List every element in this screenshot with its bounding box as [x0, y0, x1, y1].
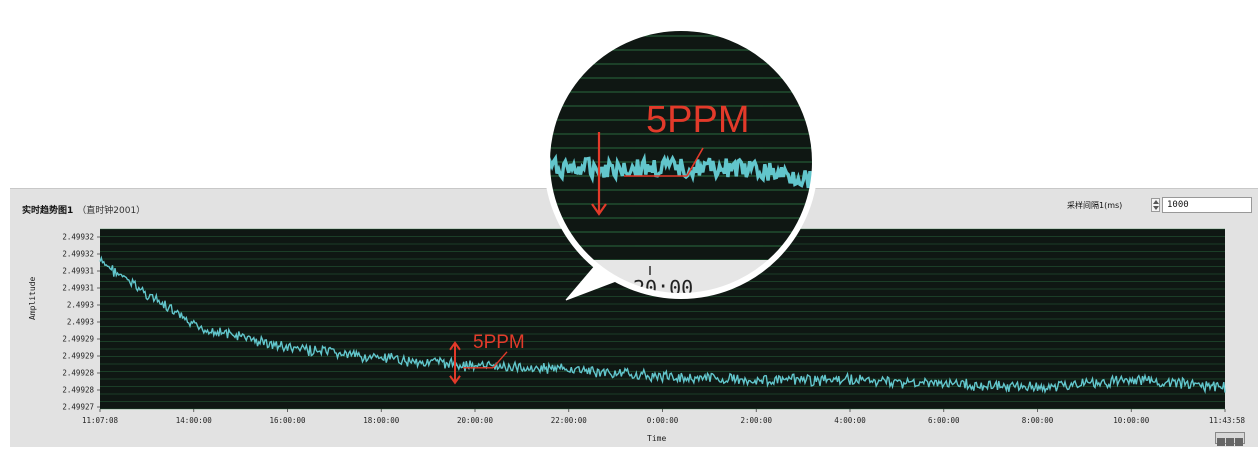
zoom-annotation-leader [686, 147, 704, 177]
stepper-up-icon[interactable] [1153, 200, 1159, 204]
chart-title: 实时趋势图1 （直时钟2001） [22, 206, 146, 216]
x-tick-label: 20:00:00 [457, 416, 494, 425]
annotation-label: 5PPM [473, 332, 525, 353]
x-tick-label: 11:07:08 [82, 416, 119, 425]
zoom-annotation-label: 5PPM [646, 99, 749, 141]
x-tick-label: 0:00:00 [647, 416, 679, 425]
interval-input[interactable]: 1000 [1162, 197, 1252, 213]
x-tick-label: 10:00:00 [1113, 416, 1150, 425]
pan-tool-icon[interactable] [1226, 438, 1234, 446]
interval-label: 采样间隔1(ms) [1067, 201, 1123, 210]
x-tick-label: 2:00:00 [740, 416, 772, 425]
series-line [99, 255, 1226, 395]
x-tick-label: 14:00:00 [176, 416, 213, 425]
x-tick-label: 8:00:00 [1022, 416, 1054, 425]
y-tick-label: 2.49931 [62, 284, 94, 293]
x-tick-label: 22:00:00 [551, 416, 588, 425]
zoom-series-line [547, 152, 815, 190]
x-tick-label: 18:00:00 [363, 416, 400, 425]
y-tick-label: 2.49932 [62, 250, 94, 259]
cursor-tool-icon[interactable] [1235, 438, 1243, 446]
x-tick-label: 4:00:00 [834, 416, 866, 425]
x-tick-label: 16:00:00 [269, 416, 306, 425]
y-tick-label: 2.49929 [62, 335, 94, 344]
annotation-arrowhead-down [449, 375, 461, 385]
y-tick-label: 2.4993 [67, 318, 94, 327]
zoom-tool-icon[interactable] [1217, 438, 1225, 446]
stepper-down-icon[interactable] [1153, 206, 1159, 210]
graph-palette[interactable] [1215, 432, 1245, 446]
interval-stepper[interactable] [1151, 198, 1160, 212]
y-tick-label: 2.49927 [62, 403, 94, 412]
zoom-arrowhead-down [591, 203, 607, 216]
y-tick-label: 2.49932 [62, 233, 94, 242]
y-tick-label: 2.49931 [62, 267, 94, 276]
y-tick-label: 2.4993 [67, 301, 94, 310]
y-tick-label: 2.49928 [62, 386, 94, 395]
annotation-arrowhead-up [449, 341, 461, 351]
annotation-leader [492, 351, 508, 369]
chart-subtitle: （直时钟2001） [77, 206, 146, 216]
y-tick-label: 2.49929 [62, 352, 94, 361]
x-tick-label: 11:43:58 [1209, 416, 1246, 425]
x-tick-label: 6:00:00 [928, 416, 960, 425]
y-tick-label: 2.49928 [62, 369, 94, 378]
zoom-border [544, 25, 818, 299]
x-axis-label: Time [647, 434, 667, 443]
